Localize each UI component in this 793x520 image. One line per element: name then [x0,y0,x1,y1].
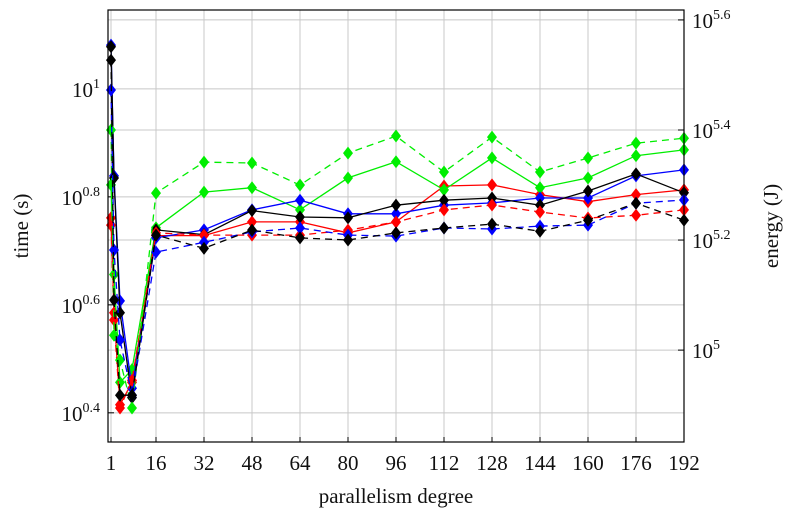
x-tick-label: 96 [386,451,407,475]
data-point [439,183,449,197]
x-tick-label: 80 [338,451,359,475]
data-point [439,203,449,217]
data-point [109,268,119,282]
data-point [439,221,449,235]
data-point [199,185,209,199]
x-tick-label: 192 [668,451,700,475]
x-tick-label: 128 [476,451,508,475]
data-point [343,211,353,225]
x-tick-label: 16 [146,451,167,475]
data-point [199,228,209,242]
x-tick-label: 144 [524,451,556,475]
data-point [439,193,449,207]
data-point [151,186,161,200]
data-point [535,198,545,212]
data-point [295,210,305,224]
data-point [583,184,593,198]
data-point [127,401,137,415]
data-point [151,228,161,242]
data-point [487,178,497,192]
series-line [110,89,685,396]
data-point [295,178,305,192]
data-point [631,208,641,222]
data-point [583,151,593,165]
data-point [535,165,545,179]
data-point [631,196,641,210]
y2-tick-label: 105 [692,338,720,363]
data-point [391,155,401,169]
x-axis-label: parallelism degree [319,484,474,508]
data-point [109,293,119,307]
y2-tick-label: 105.4 [692,118,731,143]
data-point [487,130,497,144]
data-point [535,224,545,238]
data-point [247,223,257,237]
y2-tick-label: 105.6 [692,8,731,33]
data-point [535,181,545,195]
data-point [487,217,497,231]
data-point [583,213,593,227]
data-point [295,221,305,235]
y2-tick-label: 105.2 [692,228,731,253]
series-line [110,60,685,396]
x-tick-label: 176 [620,451,652,475]
data-point [391,226,401,240]
data-point [631,167,641,181]
y-tick-label: 101 [72,77,100,102]
data-point [115,388,125,402]
x-tick-label: 48 [242,451,263,475]
x-tick-label: 160 [572,451,604,475]
data-point [343,233,353,247]
data-point [487,198,497,212]
plot-frame [107,9,685,443]
x-tick-label: 64 [290,451,312,475]
data-point [109,313,119,327]
data-point [343,171,353,185]
data-point [343,146,353,160]
y-axis-label: time (s) [9,194,33,259]
data-point [247,181,257,195]
data-point [631,136,641,150]
x-tick-label: 32 [194,451,215,475]
series-line [110,204,685,409]
data-point [535,191,545,205]
data-point [295,231,305,245]
data-point [487,191,497,205]
data-point [631,149,641,163]
y-tick-label: 100.4 [62,401,101,426]
data-point [199,241,209,255]
data-point [583,171,593,185]
y2-axis-label: energy (J) [759,184,783,268]
y-tick-label: 100.6 [62,293,101,318]
data-point [295,193,305,207]
x-tick-label: 1 [106,451,117,475]
data-point [391,215,401,229]
data-point [247,215,257,229]
data-point [115,333,125,347]
x-tick-label: 112 [429,451,460,475]
data-point [247,204,257,218]
data-point [583,191,593,205]
series-line [110,46,685,398]
data-point [391,198,401,212]
data-point [127,388,137,402]
plot-marks [106,38,689,415]
data-point [109,243,119,257]
data-point [535,205,545,219]
data-point [295,203,305,217]
data-point [391,129,401,143]
y-tick-label: 100.8 [62,185,101,210]
data-point [115,401,125,415]
data-point [247,156,257,170]
series-line [110,129,685,409]
data-point [391,207,401,221]
data-point [115,375,125,389]
data-point [487,151,497,165]
data-point [631,188,641,202]
data-point [199,155,209,169]
data-point [439,165,449,179]
series-line [110,149,685,384]
